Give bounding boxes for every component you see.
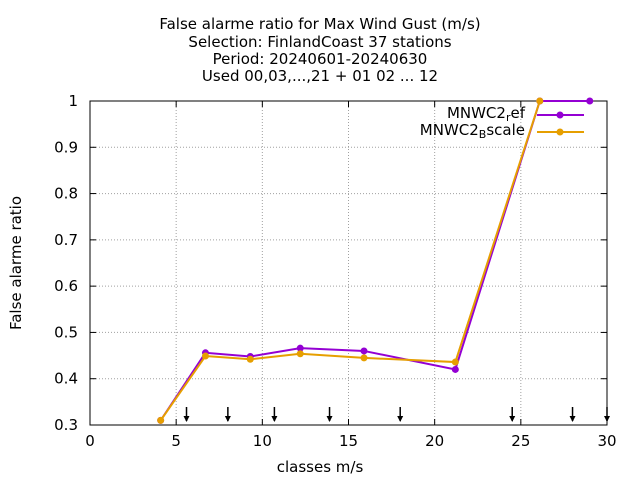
y-tick-label: 0.3 — [54, 416, 78, 434]
x-tick-label: 25 — [511, 432, 530, 450]
series-lines — [157, 97, 594, 424]
class-arrow-head — [183, 416, 190, 422]
chart-title-line-2: Selection: FinlandCoast 37 stations — [188, 33, 452, 51]
class-arrow — [397, 407, 404, 422]
class-arrow — [569, 407, 576, 422]
class-arrow — [604, 407, 610, 422]
chart-title-line-1: False alarme ratio for Max Wind Gust (m/… — [159, 15, 481, 33]
series-1-point — [296, 344, 304, 352]
legend-label-2-main: MNWC2 — [419, 121, 479, 139]
y-tick-label: 0.8 — [54, 185, 78, 203]
legend-label-2-sub: B — [478, 128, 487, 141]
x-tick-label: 0 — [85, 432, 95, 450]
series-2-line — [159, 100, 541, 421]
y-tick-label: 0.9 — [54, 138, 78, 156]
class-arrow-head — [271, 416, 278, 422]
y-tick-label: 0.5 — [54, 323, 78, 341]
series-1-point — [451, 365, 459, 373]
y-tick-label: 1 — [68, 92, 78, 110]
class-arrow-head — [569, 416, 576, 422]
legend-label-1-sub: r — [505, 111, 511, 124]
class-arrow — [271, 407, 278, 422]
x-tick-label: 10 — [253, 432, 272, 450]
class-arrow — [326, 407, 333, 422]
legend-label-2: MNWC2Bscale — [420, 121, 525, 141]
x-tick-label: 15 — [339, 432, 358, 450]
class-arrow-head — [397, 416, 404, 422]
legend-swatch-point — [556, 128, 564, 136]
legend-label-1: MNWC2ref — [447, 104, 525, 124]
series-2-point — [451, 358, 459, 366]
y-tick-label: 0.7 — [54, 231, 78, 249]
legend-swatch-point — [556, 111, 564, 119]
class-arrow-head — [224, 416, 231, 422]
series-2-point — [536, 97, 544, 105]
series-1-line — [159, 100, 590, 421]
legend-label-1-tail: ef — [510, 104, 525, 122]
series-2-point — [360, 354, 368, 362]
chart-title-line-3: Period: 20240601-20240630 — [212, 50, 428, 68]
class-arrows — [183, 407, 610, 422]
class-arrow-head — [509, 416, 516, 422]
series-2-point — [296, 350, 304, 358]
class-arrow — [509, 407, 516, 422]
y-axis-label: False alarme ratio — [7, 195, 25, 331]
series-1 — [157, 97, 594, 424]
series-1-point — [360, 347, 368, 355]
grid — [90, 101, 607, 425]
series-2 — [157, 97, 544, 424]
y-tick-label: 0.4 — [54, 370, 78, 388]
axis-ticks: 0 5 10 15 20 25 30 0.3 0.4 0.5 0.6 0.7 0.8 0.9 1 — [54, 92, 616, 450]
x-tick-label: 20 — [425, 432, 444, 450]
legend — [537, 111, 584, 136]
series-2-point — [201, 352, 209, 360]
class-arrow — [183, 407, 190, 422]
series-1-point — [586, 97, 594, 105]
x-tick-label: 5 — [171, 432, 181, 450]
y-tick-label: 0.6 — [54, 277, 78, 295]
legend-label-1-main: MNWC2 — [446, 104, 506, 122]
legend-label-2-tail: scale — [486, 121, 525, 139]
class-arrow-head — [326, 416, 333, 422]
class-arrow-head — [604, 416, 610, 422]
series-2-point — [157, 416, 165, 424]
chart-title-line-4: Used 00,03,...,21 + 01 02 ... 12 — [201, 67, 439, 85]
series-2-point — [246, 355, 254, 363]
x-axis-label: classes m/s — [276, 458, 364, 476]
class-arrow — [224, 407, 231, 422]
x-tick-label: 30 — [597, 432, 616, 450]
